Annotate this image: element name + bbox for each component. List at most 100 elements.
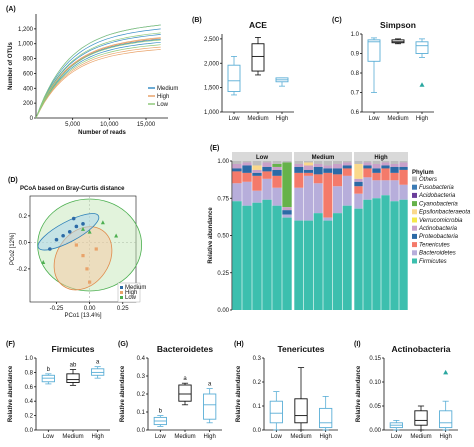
- bar-segment-actinobacteria: [323, 165, 333, 169]
- plot-frame: [29, 195, 137, 303]
- x-axis-label: Number of reads: [78, 130, 126, 136]
- box-medium: [414, 410, 428, 426]
- point-low: [81, 226, 85, 231]
- legend-label: Bacteroidetes: [419, 251, 456, 257]
- y-tick-label: 0.9: [351, 52, 360, 58]
- bar-segment-tenericutes: [381, 168, 390, 181]
- legend-label: Tenericutes: [419, 242, 450, 248]
- y-axis-label: Relative abundance: [120, 365, 126, 422]
- point-high: [81, 254, 85, 258]
- bar-segment-bacteroidetes: [303, 175, 314, 221]
- bar-segment-others: [242, 161, 252, 163]
- bar-segment-firmicutes: [381, 195, 390, 310]
- y-tick-label: 0.2: [19, 214, 28, 220]
- bar-segment-cyanobacteria: [272, 163, 282, 167]
- y-tick-label: 2,500: [204, 37, 220, 43]
- bar-segment-others: [381, 161, 390, 163]
- y-tick-label: 1,000: [204, 110, 220, 116]
- y-tick-label: 0.00: [217, 308, 229, 314]
- chart-title: ACE: [249, 20, 267, 30]
- bar-segment-tenericutes: [252, 175, 262, 191]
- bar-segment-bacteroidetes: [232, 183, 242, 202]
- bar-segment-epsilonbacteraeota: [252, 165, 262, 170]
- bar-segment-tenericutes: [232, 171, 242, 184]
- bar-segment-bacteroidetes: [323, 217, 333, 221]
- bar-segment-others: [323, 161, 333, 166]
- legend-swatch: [412, 258, 417, 264]
- bar-segment-others: [303, 161, 314, 163]
- y-tick-label: 1,200: [18, 27, 34, 33]
- y-tick-label: 0.7: [351, 91, 360, 97]
- panel-label: (F): [6, 341, 15, 348]
- bar-segment-firmicutes: [390, 201, 399, 310]
- bar-segment-proteobacteria: [332, 168, 343, 175]
- y-tick-label: 0.3: [253, 356, 262, 362]
- chart-title: Tenericutes: [277, 344, 324, 354]
- bar-segment-bacteroidetes: [313, 183, 323, 214]
- chart-title: Bacteroidetes: [157, 344, 213, 354]
- bar-segment-actinobacteria: [282, 207, 292, 211]
- x-tick-label: Low: [155, 434, 167, 440]
- bar-segment-others: [363, 161, 372, 163]
- point-medium: [81, 222, 85, 226]
- bar-segment-tenericutes: [242, 172, 252, 182]
- bar-segment-actinobacteria: [272, 166, 282, 170]
- bar-segment-firmicutes: [342, 205, 352, 310]
- y-axis-label: Number of OTUs: [8, 42, 14, 90]
- x-tick-label: Low: [391, 434, 403, 440]
- bar-segment-bacteroidetes: [390, 180, 399, 202]
- box-low: [367, 39, 381, 62]
- bar-segment-firmicutes: [399, 199, 408, 310]
- bar-segment-proteobacteria: [372, 168, 381, 173]
- y-tick-label: 0.8: [25, 370, 34, 376]
- bar-segment-others: [272, 161, 282, 164]
- bar-segment-proteobacteria: [232, 168, 242, 172]
- y-tick-label: 1,000: [18, 42, 34, 48]
- x-tick-label: Medium: [290, 434, 311, 440]
- point-medium: [71, 216, 76, 221]
- bar-segment-cyanobacteria: [282, 162, 292, 208]
- y-tick-label: 200: [23, 101, 34, 107]
- bar-segment-firmicutes: [372, 198, 381, 310]
- bar-segment-actinobacteria: [262, 162, 272, 167]
- bar-segment-proteobacteria: [282, 210, 292, 215]
- y-tick-label: 0.05: [369, 404, 381, 410]
- bar-segment-actinobacteria: [354, 178, 363, 182]
- significance-letter: a: [96, 360, 100, 366]
- bar-segment-bacteroidetes: [342, 175, 352, 206]
- x-tick-label: High: [319, 434, 331, 440]
- bar-segment-bacteroidetes: [252, 190, 262, 203]
- chart-title: Actinobacteria: [391, 344, 450, 354]
- x-tick-label: 0.00: [84, 306, 96, 312]
- group-strip-label: Medium: [312, 155, 335, 161]
- box-medium: [66, 373, 80, 383]
- x-tick-label: -0.25: [50, 306, 64, 312]
- box-medium: [178, 384, 192, 402]
- legend-label: High: [125, 290, 137, 296]
- x-tick-label: Medium: [387, 116, 408, 122]
- bar-segment-epsilonbacteraeota: [303, 162, 314, 166]
- box-high: [439, 410, 453, 429]
- y-tick-label: 0.0: [137, 428, 146, 434]
- y-tick-label: 0: [30, 116, 34, 122]
- y-axis-label: Relative abundance: [208, 207, 214, 264]
- bar-segment-bacteroidetes: [381, 180, 390, 196]
- bar-segment-firmicutes: [272, 205, 282, 310]
- point-low: [114, 233, 119, 238]
- chart-title: Firmicutes: [52, 344, 95, 354]
- y-tick-label: 0.50: [217, 234, 229, 240]
- x-tick-label: Low: [368, 116, 380, 122]
- bar-segment-bacteroidetes: [354, 193, 363, 209]
- y-tick-label: 600: [23, 71, 34, 77]
- x-tick-label: High: [203, 434, 215, 440]
- outlier-point: [419, 82, 425, 87]
- legend-label: Low: [157, 102, 169, 108]
- legend-swatch: [412, 250, 417, 256]
- y-tick-label: 1,500: [204, 86, 220, 92]
- legend-title: Phylum: [412, 170, 434, 176]
- bar-segment-bacteroidetes: [294, 187, 304, 221]
- bar-segment-firmicutes: [252, 202, 262, 310]
- bar-segment-others: [332, 161, 343, 164]
- y-tick-label: 0.2: [25, 414, 34, 420]
